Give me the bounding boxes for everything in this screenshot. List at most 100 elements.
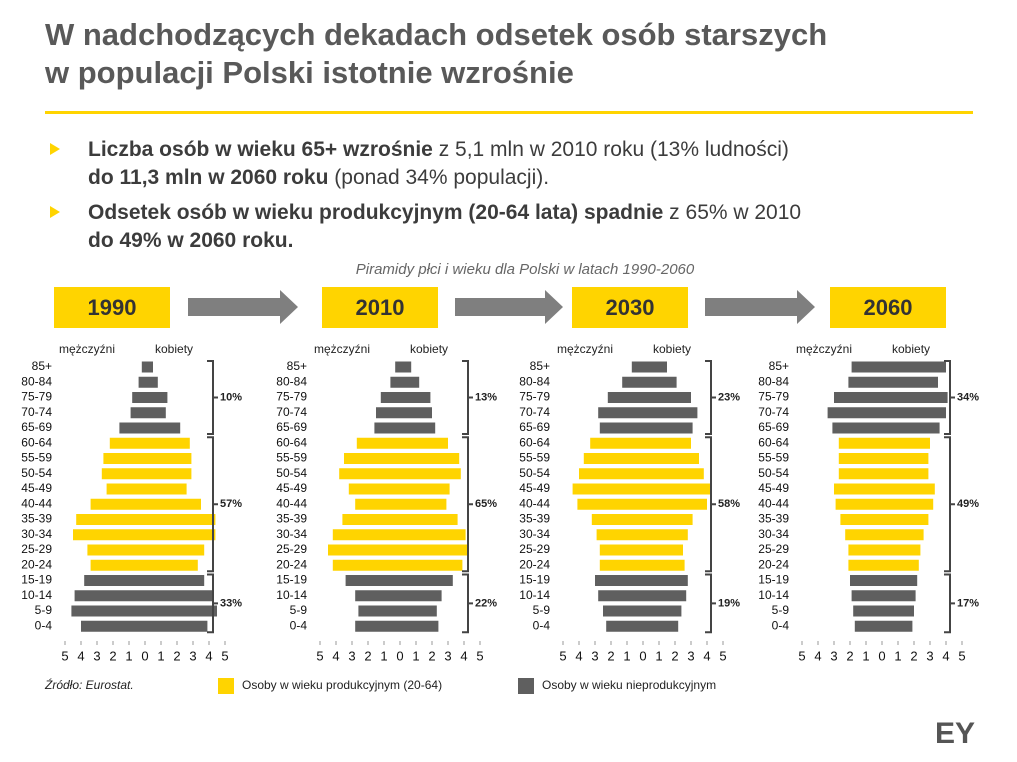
bar bbox=[643, 514, 693, 525]
age-label: 40-44 bbox=[519, 496, 550, 510]
bar bbox=[145, 483, 187, 495]
bullet-run: do 49% w 2060 roku. bbox=[88, 229, 293, 252]
age-label: 60-64 bbox=[519, 435, 550, 449]
age-label: 15-19 bbox=[276, 573, 307, 587]
group-label: 34% bbox=[957, 391, 979, 403]
age-label: 30-34 bbox=[758, 527, 789, 541]
arrow bbox=[455, 290, 563, 324]
age-label: 50-54 bbox=[758, 466, 789, 480]
x-tick-label: 3 bbox=[926, 648, 933, 663]
age-label: 75-79 bbox=[21, 390, 52, 404]
bar bbox=[851, 590, 882, 602]
bar bbox=[848, 544, 882, 556]
age-label: 0-4 bbox=[533, 618, 551, 632]
age-label: 80-84 bbox=[21, 374, 52, 388]
x-tick-label: 2 bbox=[109, 648, 116, 663]
series-label: mężczyźni bbox=[314, 342, 370, 356]
age-label: 70-74 bbox=[276, 405, 307, 419]
bar bbox=[145, 422, 181, 434]
age-label: 25-29 bbox=[276, 542, 307, 556]
bracket bbox=[207, 573, 218, 634]
legend-swatch bbox=[218, 678, 234, 694]
bar bbox=[400, 422, 436, 434]
bracket bbox=[705, 360, 716, 435]
bracket bbox=[207, 360, 218, 435]
bar bbox=[591, 514, 643, 525]
age-label: 75-79 bbox=[276, 390, 307, 404]
x-tick-label: 2 bbox=[910, 648, 917, 663]
bar bbox=[145, 559, 198, 571]
age-label: 75-79 bbox=[758, 390, 789, 404]
chart-title: 2030 bbox=[606, 295, 655, 320]
bracket bbox=[944, 436, 955, 573]
bar bbox=[827, 407, 882, 419]
x-tick-label: 5 bbox=[958, 648, 965, 663]
bar bbox=[355, 590, 400, 602]
bar bbox=[599, 544, 643, 556]
age-label: 70-74 bbox=[519, 405, 550, 419]
age-label: 25-29 bbox=[519, 542, 550, 556]
age-label: 20-24 bbox=[276, 557, 307, 571]
series-label: kobiety bbox=[410, 342, 448, 356]
bar bbox=[848, 559, 882, 571]
bar bbox=[845, 529, 882, 541]
bar bbox=[854, 620, 882, 632]
x-tick-label: 5 bbox=[316, 648, 323, 663]
bar bbox=[596, 529, 643, 541]
age-label: 20-24 bbox=[519, 557, 550, 571]
bar bbox=[358, 605, 400, 617]
bar bbox=[400, 407, 432, 419]
bar bbox=[348, 483, 400, 495]
bar bbox=[643, 468, 704, 480]
bar bbox=[882, 544, 921, 556]
series-label: mężczyźni bbox=[796, 342, 852, 356]
bar bbox=[328, 544, 400, 556]
bar bbox=[583, 453, 643, 464]
bar bbox=[882, 605, 914, 617]
bracket bbox=[705, 573, 716, 634]
bar bbox=[595, 575, 643, 586]
chart-title: 2060 bbox=[864, 295, 913, 320]
bar bbox=[838, 453, 882, 464]
bracket bbox=[705, 436, 716, 573]
bar bbox=[606, 620, 643, 632]
group-label: 17% bbox=[957, 597, 979, 609]
age-label: 30-34 bbox=[276, 527, 307, 541]
series-label: mężczyźni bbox=[557, 342, 613, 356]
bar bbox=[342, 514, 400, 525]
age-label: 65-69 bbox=[276, 420, 307, 434]
logo: EY bbox=[935, 717, 975, 750]
x-tick-label: 0 bbox=[878, 648, 885, 663]
bar bbox=[355, 498, 400, 510]
bar bbox=[119, 422, 145, 434]
subtitle: Piramidy płci i wieku dla Polski w latac… bbox=[356, 261, 695, 278]
age-label: 55-59 bbox=[519, 451, 550, 465]
age-label: 75-79 bbox=[519, 390, 550, 404]
group-label: 65% bbox=[475, 498, 497, 510]
bar bbox=[400, 498, 447, 510]
bar bbox=[643, 498, 707, 510]
bar bbox=[882, 483, 935, 495]
bar bbox=[853, 605, 882, 617]
bar bbox=[603, 605, 643, 617]
bar bbox=[643, 437, 691, 449]
age-label: 40-44 bbox=[276, 496, 307, 510]
age-label: 15-19 bbox=[758, 573, 789, 587]
bracket bbox=[462, 360, 473, 435]
x-tick-label: 1 bbox=[894, 648, 901, 663]
bar bbox=[145, 376, 158, 388]
bullet-line: do 49% w 2060 roku. bbox=[88, 229, 293, 252]
bar bbox=[145, 620, 208, 632]
age-label: 15-19 bbox=[21, 573, 52, 587]
bar bbox=[599, 422, 643, 434]
bar bbox=[607, 392, 643, 403]
bar bbox=[400, 590, 442, 602]
bar bbox=[355, 620, 400, 632]
bar bbox=[400, 575, 453, 586]
arrow bbox=[188, 290, 298, 324]
bar bbox=[400, 483, 450, 495]
bar bbox=[643, 392, 691, 403]
bar bbox=[882, 590, 916, 602]
bar bbox=[835, 498, 882, 510]
age-label: 55-59 bbox=[21, 451, 52, 465]
